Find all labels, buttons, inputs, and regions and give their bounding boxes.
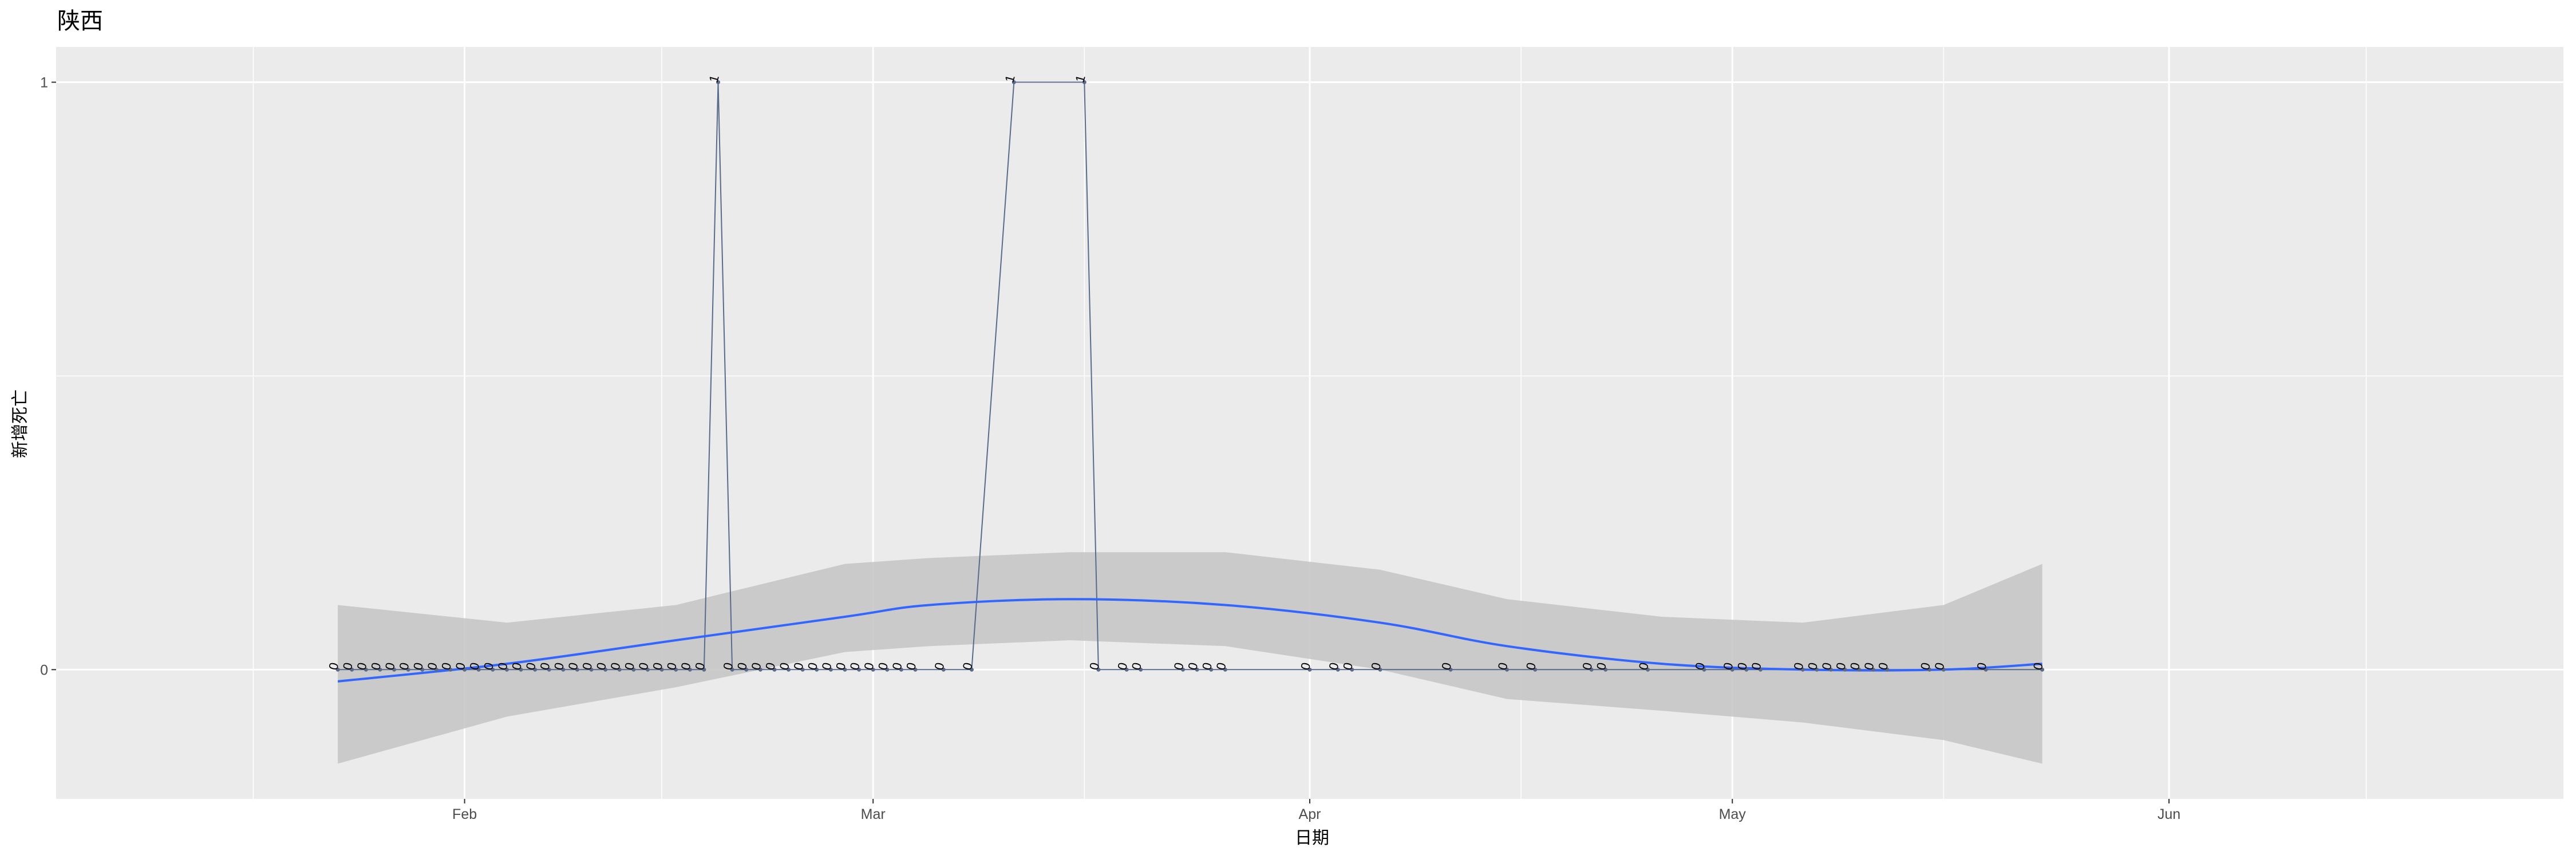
chart-title: 陕西 [57,9,103,34]
data-point [589,667,594,672]
data-point [828,667,833,672]
data-point [815,667,819,672]
data-point [392,667,397,672]
data-point [1843,667,1847,672]
data-point [1603,667,1608,672]
series-line [338,81,2042,671]
data-point [1758,667,1763,672]
data-point [1448,667,1453,672]
data-point [533,667,538,672]
data-point [448,667,453,672]
data-point [1646,667,1650,672]
data-point [561,667,566,672]
data-point [1744,667,1749,672]
data-point [1800,667,1805,672]
data-point [350,667,354,672]
data-point [420,667,425,672]
data-point [688,667,692,672]
data-points [335,80,2045,672]
data-point [1378,667,1382,672]
data-point [800,667,805,672]
data-labels: 0000000000000000000000000001000000000000… [326,73,2046,671]
data-point [2040,667,2045,672]
x-tick-label: Apr [1299,806,1321,822]
data-point [674,667,678,672]
data-point [1336,667,1340,672]
data-point [787,667,791,672]
x-tick-label: Mar [861,806,886,822]
smooth-line [337,598,2042,683]
y-axis: 01 [40,75,56,678]
x-tick-label: Jun [2158,806,2180,822]
x-tick-label: May [1719,806,1747,822]
data-point [1589,667,1594,672]
data-point [364,667,368,672]
data-point [1533,667,1538,672]
data-point [843,667,847,672]
x-axis: Feb Mar Apr May Jun [452,799,2180,822]
data-point [547,667,551,672]
data-point [504,667,509,672]
data-point [1223,667,1227,672]
data-point [1504,667,1509,672]
data-point [1012,80,1016,85]
data-point [1927,667,1932,672]
data-point [730,667,734,672]
data-point [857,667,862,672]
data-point [519,667,523,672]
data-point [659,667,664,672]
data-point [1871,667,1875,672]
data-point [758,667,762,672]
data-point [1828,667,1833,672]
data-point [603,667,608,672]
data-point [1181,667,1186,672]
data-point [1096,667,1101,672]
confidence-band [338,552,2042,764]
data-point [335,667,340,672]
data-point [885,667,890,672]
data-point [1857,667,1862,672]
data-point [476,667,481,672]
data-point [1209,667,1214,672]
x-tick-label: Feb [452,806,477,822]
confidence-ribbon [338,552,2042,764]
data-point [575,667,579,672]
data-point [1350,667,1354,672]
data-point [1195,667,1199,672]
data-point [1082,80,1086,85]
data-point [1139,667,1143,672]
series-line-layer [338,81,2042,671]
data-point [631,667,636,672]
data-point [913,667,918,672]
smooth-line-layer [337,598,2042,683]
data-point [969,667,974,672]
data-point [617,667,622,672]
data-point [463,667,467,672]
y-tick-label: 1 [40,75,48,91]
data-point [434,667,438,672]
y-axis-title: 新增死亡 [11,389,30,458]
y-tick-label: 0 [40,662,48,678]
data-point [1307,667,1312,672]
data-point [1984,667,1988,672]
data-point [645,667,650,672]
data-point [941,667,946,672]
data-point [378,667,382,672]
data-point [899,667,903,672]
data-point [1124,667,1129,672]
data-point [1702,667,1706,672]
data-point [406,667,410,672]
data-point [744,667,749,672]
x-axis-title: 日期 [1295,829,1329,848]
data-point [1885,667,1890,672]
data-point [716,80,721,85]
data-point [1941,667,1946,672]
data-point [702,667,706,672]
data-point [1730,667,1735,672]
data-point [871,667,875,672]
data-point [1815,667,1819,672]
data-point [491,667,495,672]
data-point [772,667,777,672]
